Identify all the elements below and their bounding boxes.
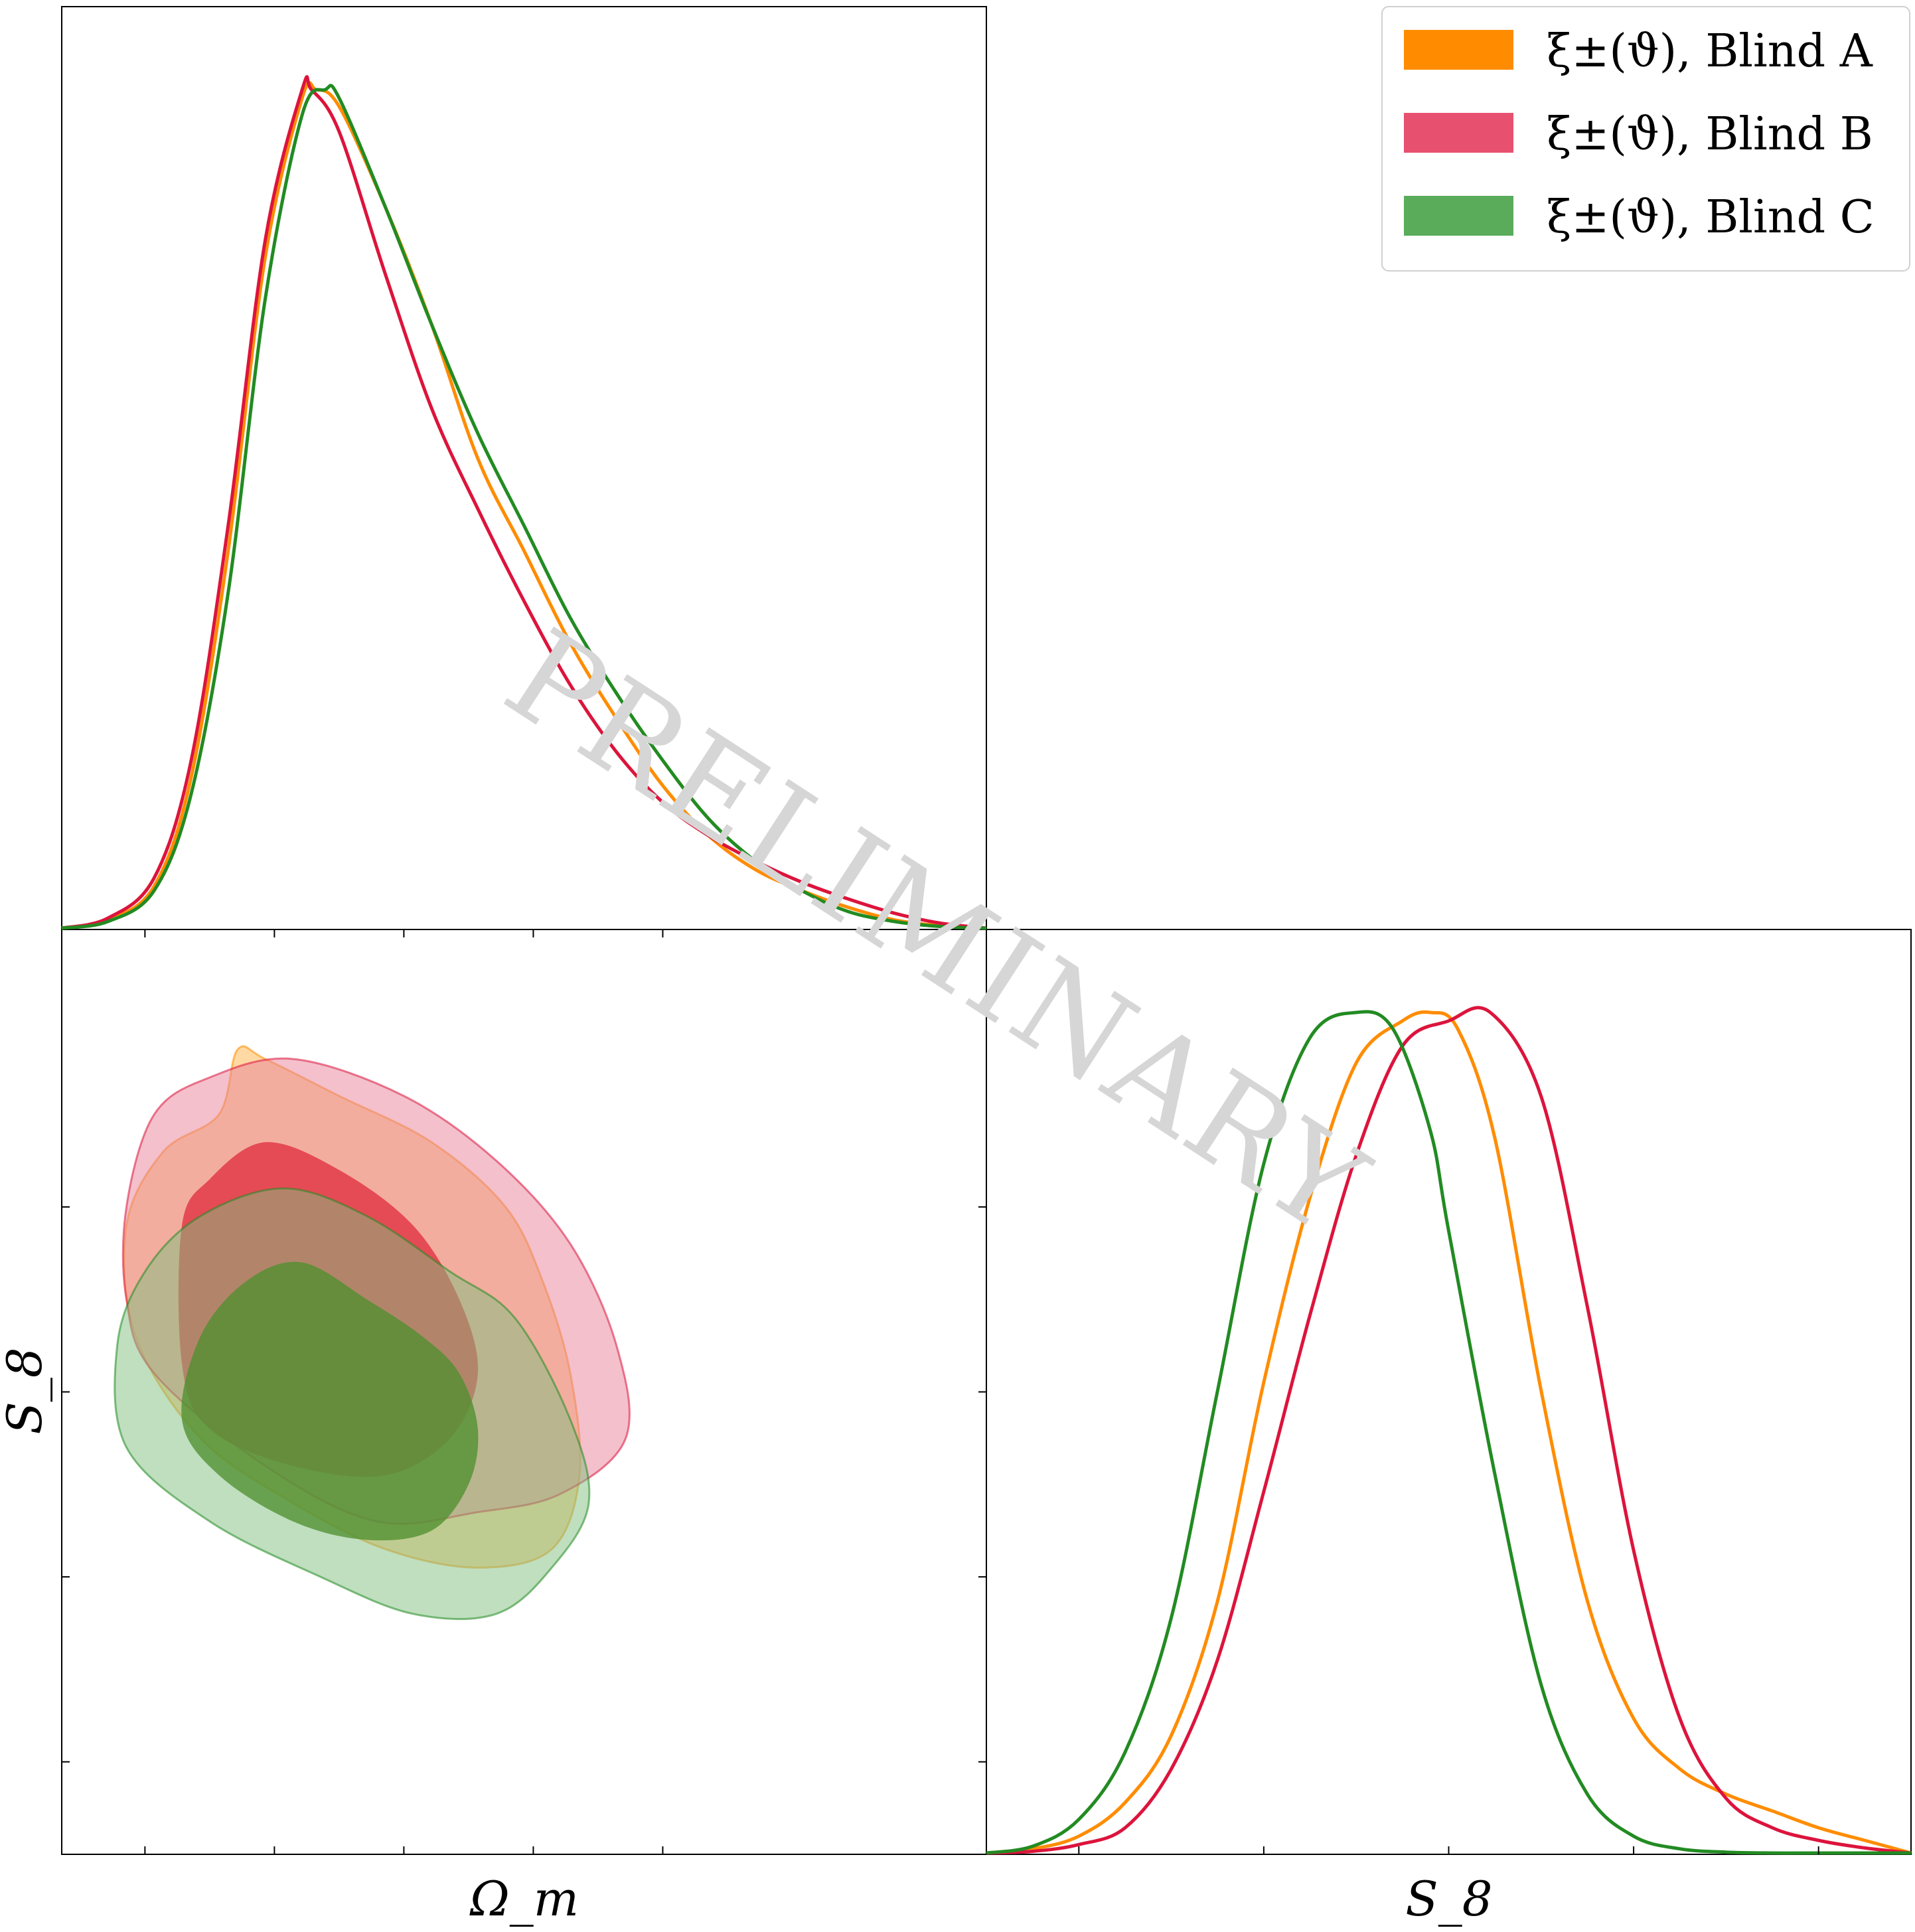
legend: ξ±(ϑ), Blind A ξ±(ϑ), Blind B ξ±(ϑ), Bli… <box>1381 6 1910 272</box>
legend-swatch-blind-a <box>1404 30 1513 70</box>
legend-swatch-blind-b <box>1404 113 1513 153</box>
s8-marginal-curve-blind-b <box>986 1006 1912 1855</box>
legend-label-blind-a: ξ±(ϑ), Blind A <box>1547 25 1873 78</box>
joint-contours <box>114 1045 631 1621</box>
s8-marginal-curve-blind-a <box>986 1010 1912 1855</box>
s8-marginal-curve-blind-c <box>986 1010 1911 1855</box>
legend-label-blind-c: ξ±(ϑ), Blind C <box>1547 191 1875 244</box>
omega-m-marginal-curves <box>61 75 987 930</box>
omega-m-marginal-curve-blind-c <box>61 84 987 930</box>
legend-box <box>1381 6 1910 272</box>
s8-marginal-curves <box>986 1006 1912 1855</box>
x-axis-label-s8: S_8 <box>1405 1871 1492 1927</box>
omega-m-marginal-curve-blind-b <box>61 75 987 930</box>
preliminary-watermark: PRELIMINARY <box>481 602 1391 1263</box>
axis-ticks <box>62 929 1819 1854</box>
x-axis-label-omega-m: Ω_m <box>469 1871 579 1927</box>
y-axis-label-s8: S_8 <box>0 1347 52 1434</box>
legend-label-blind-b: ξ±(ϑ), Blind B <box>1547 108 1873 161</box>
legend-swatch-blind-c <box>1404 196 1513 236</box>
contour-68-blind-c <box>181 1261 479 1541</box>
